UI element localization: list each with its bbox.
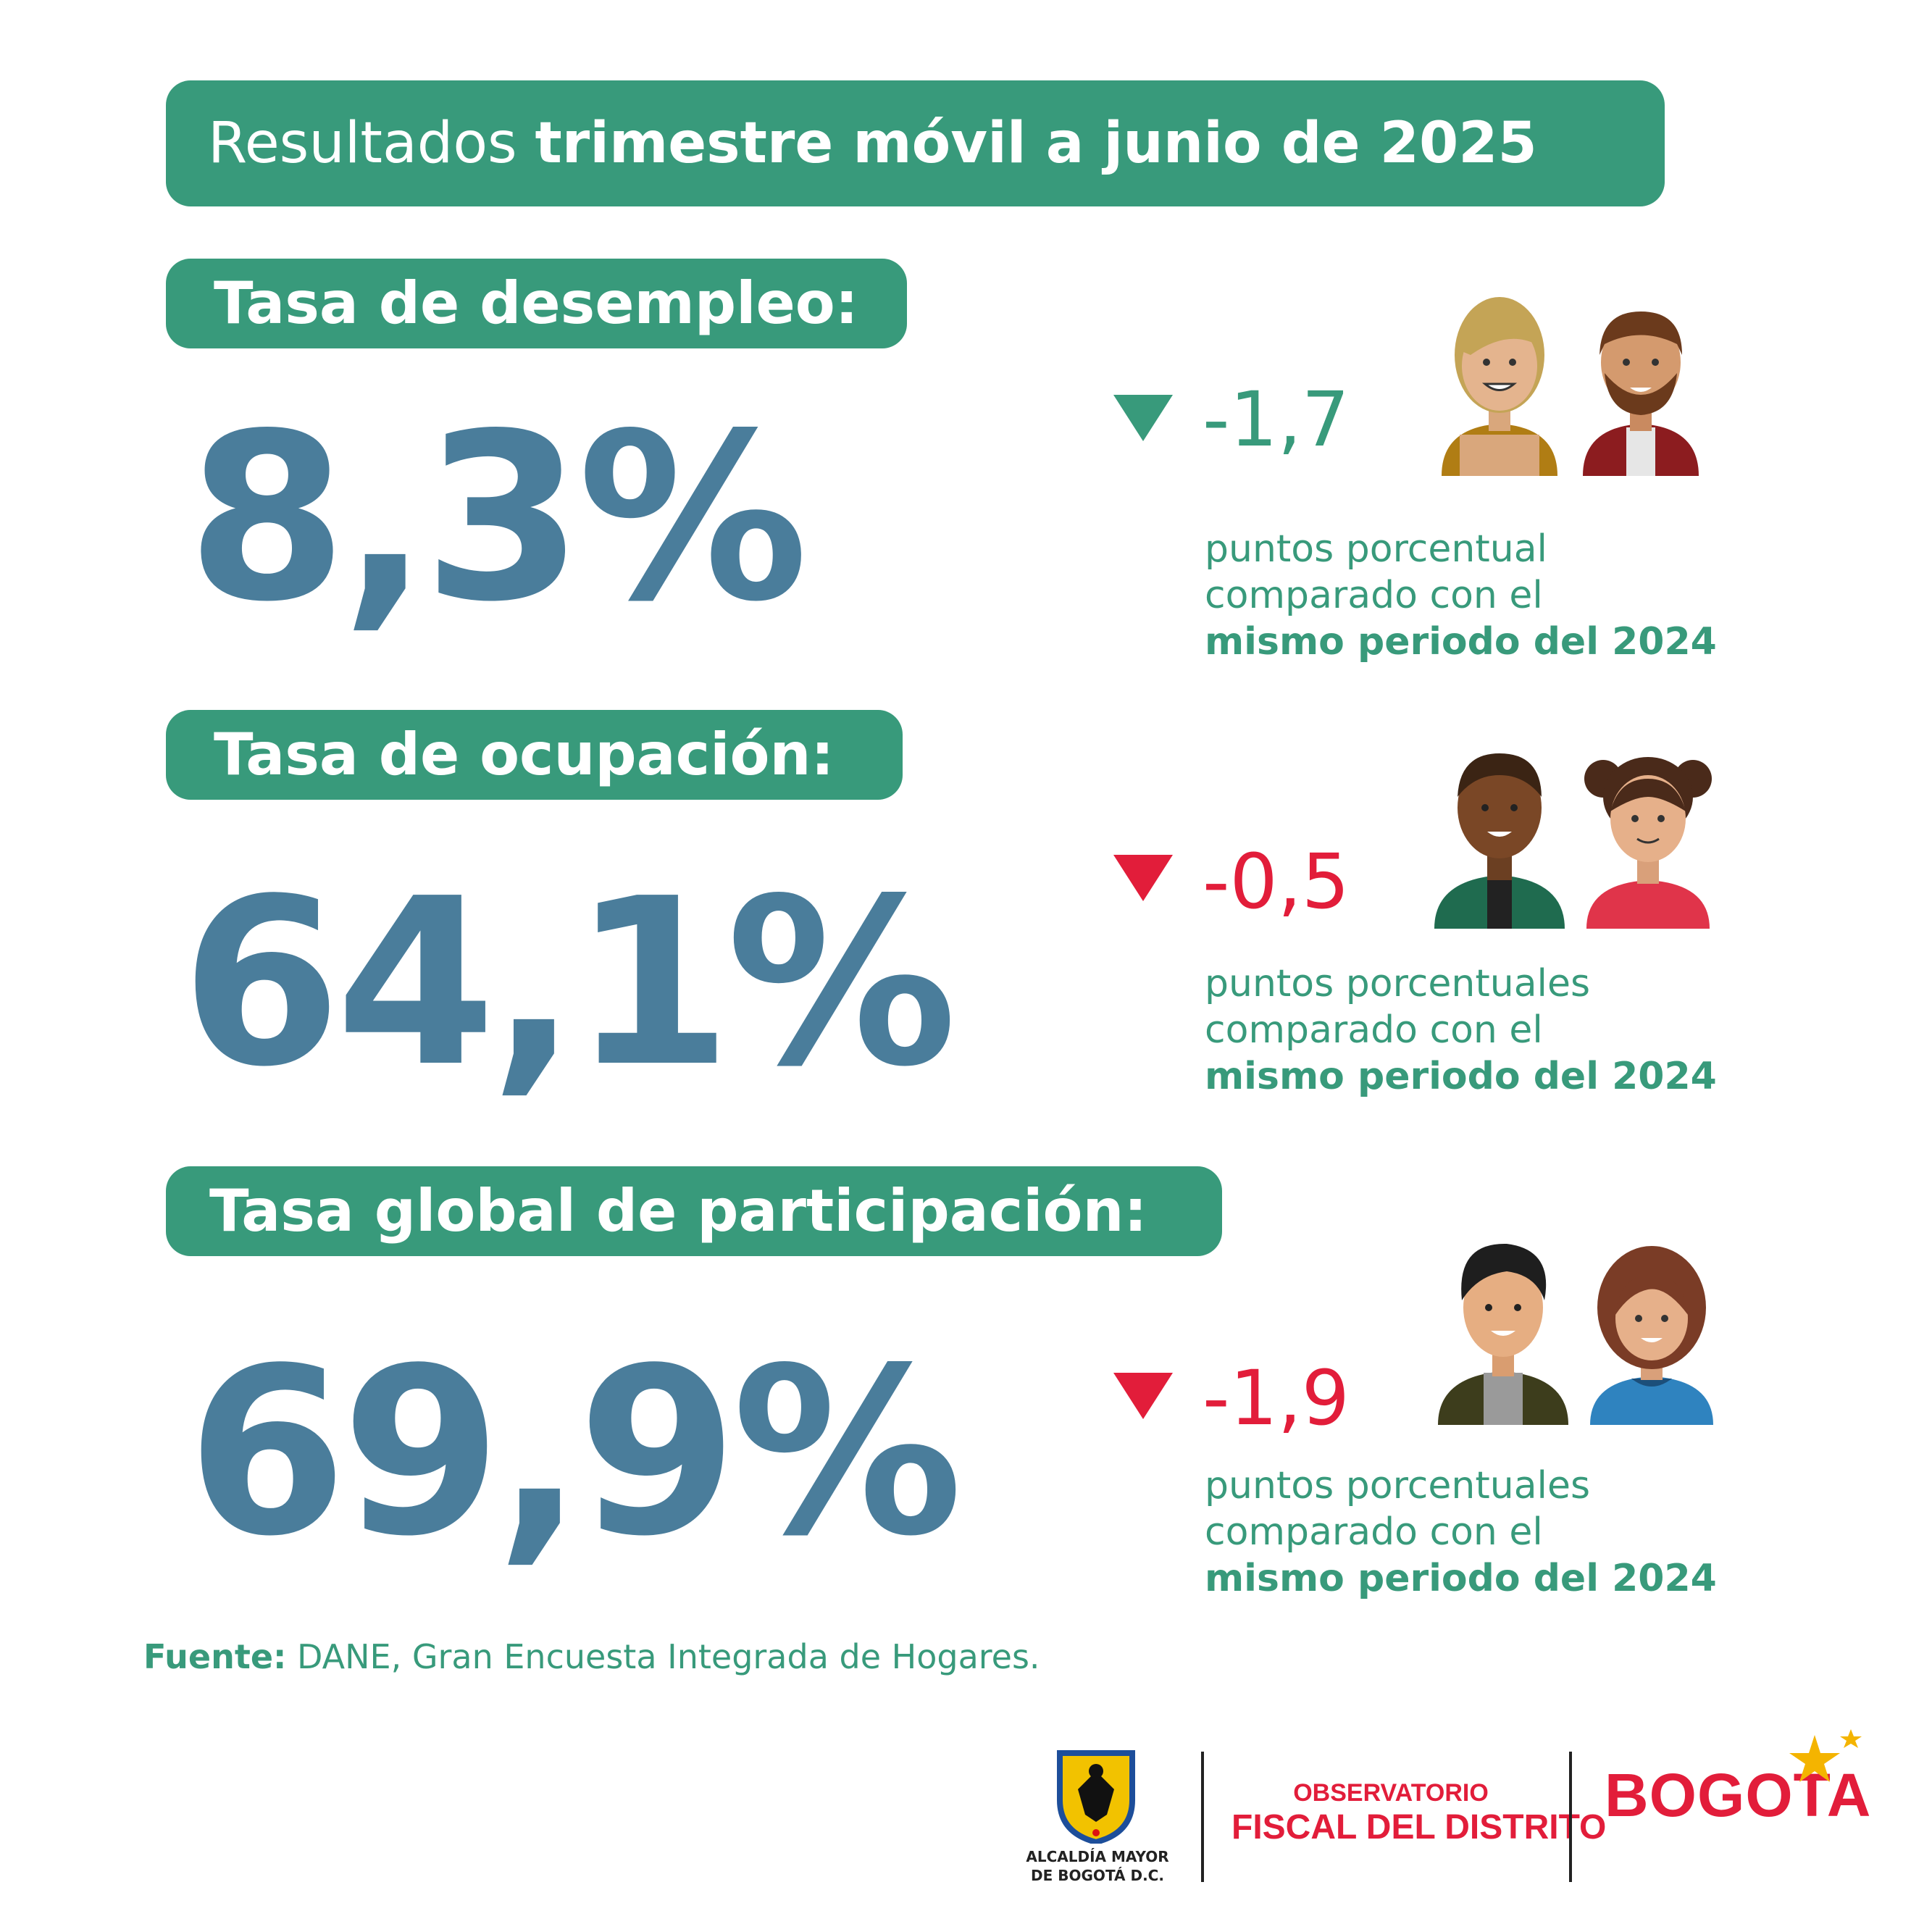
people-illustration-1-icon xyxy=(1442,297,1699,476)
participation-delta: -1,9 xyxy=(1203,1354,1350,1442)
unemployment-label: Tasa de desempleo: xyxy=(214,269,858,337)
participation-description: puntos porcentuales comparado con el mis… xyxy=(1205,1463,1717,1602)
logo-divider xyxy=(1569,1752,1572,1882)
desc-line-strong: mismo periodo del 2024 xyxy=(1205,620,1717,664)
unemployment-value: 8,3% xyxy=(187,384,808,652)
unemployment-description: puntos porcentual comparado con el mismo… xyxy=(1205,526,1717,665)
participation-label-pill: Tasa global de participación: xyxy=(166,1166,1222,1256)
header-banner: Resultados trimestre móvil a junio de 20… xyxy=(166,80,1665,206)
participation-value: 69,9% xyxy=(187,1318,963,1586)
desc-line: puntos porcentual xyxy=(1205,527,1548,571)
employment-label: Tasa de ocupación: xyxy=(214,721,835,788)
alcaldia-shield-icon xyxy=(1057,1750,1135,1844)
triangle-down-red-icon xyxy=(1113,855,1173,901)
desc-line: comparado con el xyxy=(1205,1008,1543,1052)
participation-label: Tasa global de participación: xyxy=(209,1177,1147,1245)
observatorio-line2: FISCAL DEL DISTRITO xyxy=(1231,1808,1607,1847)
header-title-bold: trimestre móvil a junio de 2025 xyxy=(535,111,1537,176)
alcaldia-line2: DE BOGOTÁ D.C. xyxy=(1031,1867,1164,1884)
source-note: Fuente: DANE, Gran Encuesta Integrada de… xyxy=(143,1637,1040,1676)
employment-label-pill: Tasa de ocupación: xyxy=(166,710,903,800)
desc-line-strong: mismo periodo del 2024 xyxy=(1205,1557,1717,1600)
desc-line: comparado con el xyxy=(1205,574,1543,617)
people-illustration-2-icon xyxy=(1434,753,1712,929)
desc-line: puntos porcentuales xyxy=(1205,962,1591,1005)
people-illustration-3-icon xyxy=(1438,1243,1713,1425)
observatorio-line1: OBSERVATORIO xyxy=(1293,1779,1489,1807)
unemployment-delta: -1,7 xyxy=(1203,375,1350,464)
desc-line: puntos porcentuales xyxy=(1205,1464,1591,1507)
logo-divider xyxy=(1201,1752,1204,1882)
desc-line-strong: mismo periodo del 2024 xyxy=(1205,1055,1717,1098)
employment-value: 64,1% xyxy=(181,849,957,1117)
employment-delta: -0,5 xyxy=(1203,837,1350,926)
triangle-down-green-icon xyxy=(1113,395,1173,441)
triangle-down-red-icon xyxy=(1113,1373,1173,1419)
observatorio-logo: OBSERVATORIO FISCAL DEL DISTRITO xyxy=(1231,1778,1607,1848)
header-title-light: Resultados xyxy=(208,111,535,176)
employment-description: puntos porcentuales comparado con el mis… xyxy=(1205,961,1717,1100)
alcaldia-line1: ALCALDÍA MAYOR xyxy=(1026,1848,1169,1865)
star-icon xyxy=(1789,1729,1862,1782)
unemployment-label-pill: Tasa de desempleo: xyxy=(166,259,907,348)
source-text: DANE, Gran Encuesta Integrada de Hogares… xyxy=(286,1637,1040,1676)
source-label: Fuente: xyxy=(143,1637,287,1676)
alcaldia-logo-text: ALCALDÍA MAYOR DE BOGOTÁ D.C. xyxy=(1018,1847,1177,1885)
desc-line: comparado con el xyxy=(1205,1510,1543,1554)
